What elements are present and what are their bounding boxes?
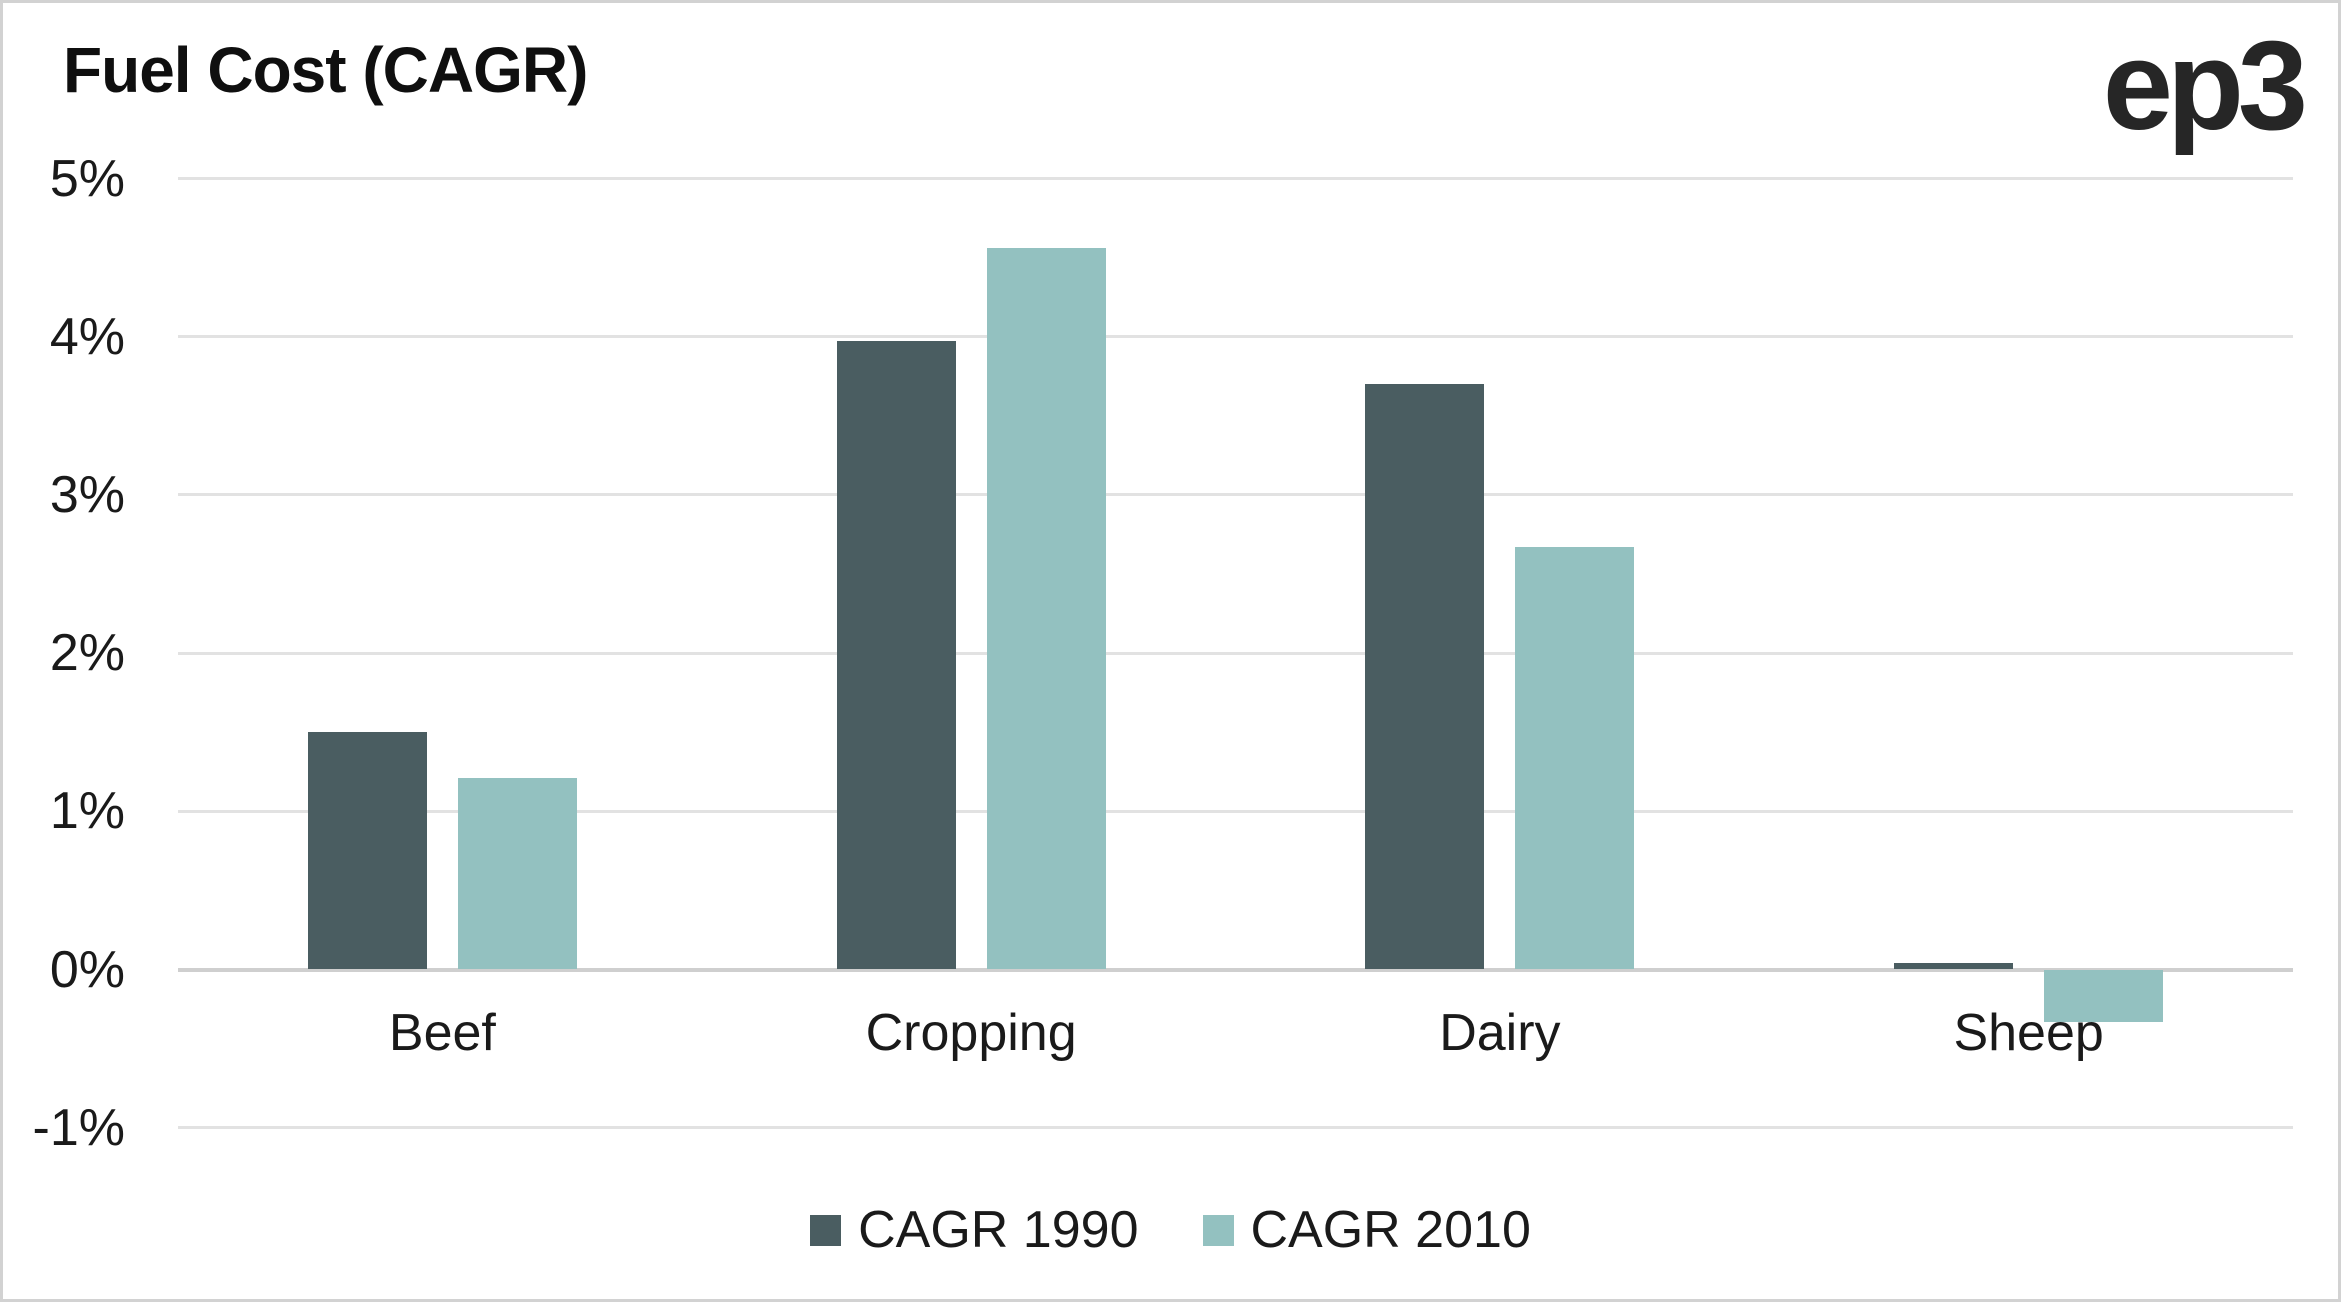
- gridline: [178, 809, 2293, 813]
- bar-cagr-1990-beef: [307, 732, 427, 970]
- gridline: [178, 1126, 2293, 1130]
- category-label-sheep: Sheep: [1953, 1004, 2104, 1062]
- legend-item-cagr-2010: CAGR 2010: [1202, 1201, 1531, 1259]
- bar-cagr-1990-dairy: [1365, 384, 1485, 970]
- y-axis-tick-label: 4%: [49, 307, 125, 366]
- chart-title: Fuel Cost (CAGR): [63, 34, 588, 106]
- y-axis-tick-label: 3%: [49, 465, 125, 524]
- ep3-logo: ep3: [2102, 15, 2308, 156]
- x-axis-line: [178, 967, 2293, 972]
- bar-cagr-2010-sheep: [2044, 969, 2164, 1022]
- y-axis-tick-label: 0%: [49, 940, 125, 999]
- bar-cagr-2010-cropping: [986, 248, 1106, 970]
- gridline: [178, 651, 2293, 655]
- legend-swatch-icon: [810, 1214, 842, 1246]
- legend-swatch-icon: [1202, 1214, 1234, 1246]
- category-label-beef: Beef: [388, 1004, 496, 1062]
- category-label-dairy: Dairy: [1439, 1004, 1561, 1062]
- bar-cagr-1990-sheep: [1894, 963, 2014, 970]
- bar-cagr-2010-beef: [457, 778, 577, 970]
- y-axis-tick-label: -1%: [32, 1098, 125, 1157]
- legend: CAGR 1990 CAGR 2010: [3, 1199, 2338, 1261]
- y-axis-tick-label: 1%: [49, 782, 125, 841]
- legend-label: CAGR 1990: [858, 1201, 1139, 1259]
- bar-cagr-2010-dairy: [1515, 547, 1635, 970]
- bar-cagr-1990-cropping: [836, 341, 956, 970]
- y-axis-tick-label: 5%: [49, 149, 125, 208]
- legend-label: CAGR 2010: [1250, 1201, 1531, 1259]
- gridline: [178, 177, 2293, 180]
- category-label-cropping: Cropping: [865, 1004, 1077, 1062]
- y-axis-tick-label: 2%: [49, 624, 125, 683]
- gridline: [178, 493, 2293, 497]
- gridline: [178, 335, 2293, 339]
- legend-item-cagr-1990: CAGR 1990: [810, 1201, 1139, 1259]
